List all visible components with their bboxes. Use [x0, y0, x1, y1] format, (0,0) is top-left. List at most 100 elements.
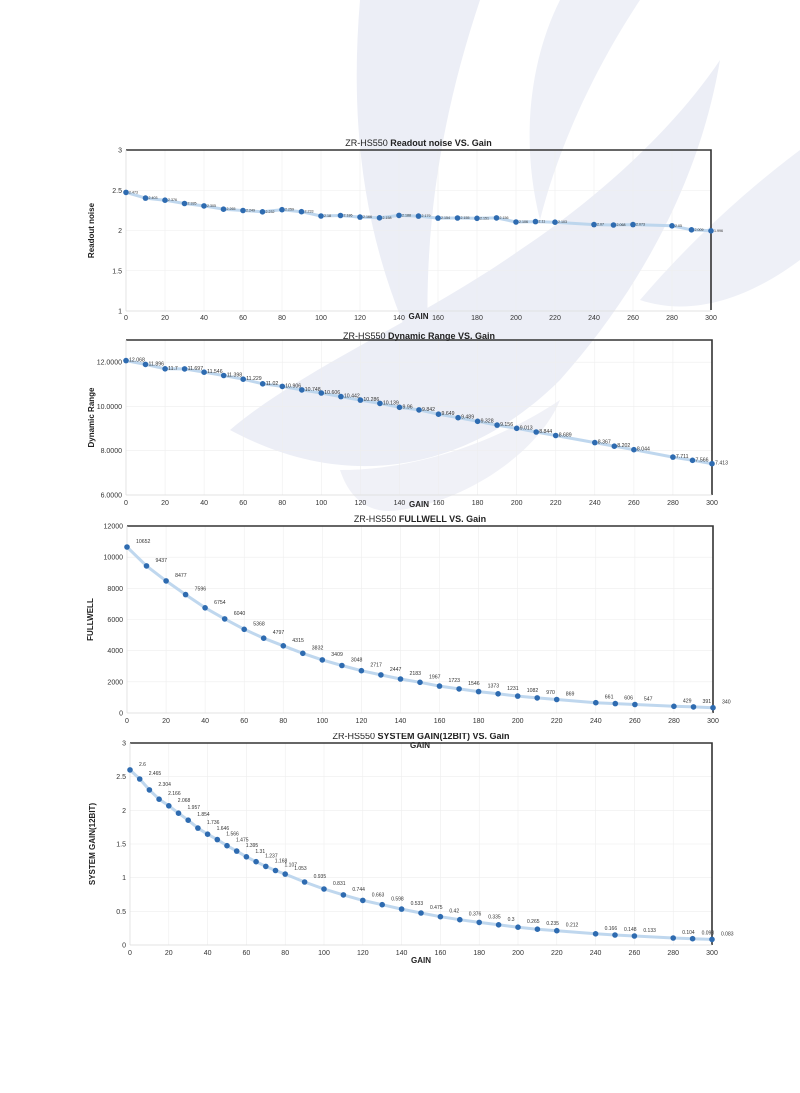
data-label: 6040: [234, 611, 246, 617]
x-tick-label: 100: [315, 315, 327, 322]
data-label: 0.148: [624, 927, 637, 933]
x-tick-label: 20: [165, 950, 173, 957]
y-tick-label: 10.0000: [97, 404, 122, 411]
x-tick-label: 120: [356, 718, 368, 725]
x-tick-label: 20: [161, 500, 169, 507]
data-label: 9.328: [481, 418, 494, 424]
x-axis-label: GAIN: [411, 956, 431, 965]
data-point: [260, 635, 267, 641]
data-label: 10.286: [363, 397, 379, 403]
chart-title-model: ZR-HS550: [354, 514, 399, 524]
data-label: 2.335: [188, 202, 197, 206]
data-point: [357, 214, 363, 220]
x-axis-label: GAIN: [409, 312, 429, 321]
data-point: [690, 704, 697, 710]
data-point: [610, 222, 617, 228]
data-label: 0.376: [469, 912, 482, 918]
data-point: [163, 578, 169, 584]
data-label: 2.304: [158, 782, 171, 788]
x-tick-label: 300: [705, 315, 717, 322]
data-label: 1.475: [236, 838, 249, 844]
data-label: 0.744: [352, 887, 365, 893]
data-label: 6754: [214, 600, 226, 606]
x-tick-label: 220: [551, 950, 563, 957]
y-tick-label: 4000: [107, 648, 123, 655]
dynamic-range-chart: ZR-HS550 Dynamic Range VS. Gain 6.0000 8.0…: [87, 331, 728, 509]
data-point: [337, 212, 344, 219]
data-label: 1.053: [294, 866, 307, 872]
data-label: 2.305: [207, 204, 216, 208]
y-tick-label: 12.0000: [97, 360, 122, 367]
data-label: 1.566: [226, 832, 239, 838]
x-tick-label: 160: [434, 718, 446, 725]
y-tick-label: 8000: [107, 586, 123, 593]
data-label: 2.151: [480, 216, 489, 220]
data-label: 11.398: [227, 373, 243, 379]
y-tick-label: 3: [122, 741, 126, 748]
data-label: 2.073: [636, 223, 645, 227]
data-point: [612, 700, 619, 707]
data-point: [123, 189, 129, 196]
data-label: 11.02: [266, 381, 279, 387]
data-label: 2.07: [597, 223, 604, 227]
data-point: [418, 910, 424, 916]
y-tick-label: 2000: [107, 679, 123, 686]
data-label: 0.166: [605, 926, 618, 932]
y-tick-label: 2: [118, 228, 122, 235]
data-point: [709, 460, 715, 467]
data-point: [709, 936, 715, 943]
y-axis-label: FULLWELL: [86, 598, 95, 641]
watermark-logo-shape: [340, 400, 560, 511]
data-label: 2.376: [168, 198, 177, 202]
data-point: [376, 215, 383, 221]
chart-title-text: Readout noise VS. Gain: [390, 138, 492, 148]
data-label: 11.7: [168, 366, 178, 372]
data-point: [358, 667, 365, 674]
data-label: 1373: [488, 684, 500, 690]
x-tick-label: 100: [315, 500, 327, 507]
x-tick-label: 80: [278, 315, 286, 322]
data-point: [493, 215, 500, 221]
data-label: 0.235: [546, 921, 559, 927]
data-label: 7.566: [696, 457, 709, 463]
data-label: 2.155: [461, 216, 470, 220]
data-point: [495, 691, 501, 697]
data-point: [279, 383, 286, 390]
data-point: [671, 703, 677, 710]
data-point: [592, 439, 598, 446]
data-point: [379, 901, 386, 908]
data-label: 1723: [449, 678, 461, 684]
readout-noise-chart: ZR-HS550 Readout noise VS. Gain 1 1.5 2 2.5 3…: [87, 138, 723, 322]
data-point: [321, 886, 327, 892]
data-label: 0.133: [643, 928, 656, 934]
data-point: [417, 679, 423, 686]
data-label: 0.104: [682, 930, 695, 936]
data-point: [534, 695, 540, 701]
data-label: 0.663: [372, 892, 385, 898]
x-tick-label: 200: [510, 315, 522, 322]
data-label: 2.068: [178, 798, 191, 804]
data-point: [259, 209, 266, 215]
x-axis-label: GAIN: [410, 741, 430, 750]
x-tick-label: 40: [204, 950, 212, 957]
data-point: [146, 787, 153, 793]
data-point: [280, 643, 287, 649]
data-label: 1.736: [207, 820, 220, 826]
data-point: [396, 212, 402, 219]
y-tick-label: 2.5: [112, 188, 122, 195]
data-point: [233, 848, 240, 854]
data-label: 2.009: [695, 228, 704, 232]
y-tick-label: 12000: [104, 524, 124, 531]
data-label: 0.533: [411, 901, 424, 907]
data-label: 0.42: [449, 909, 459, 915]
data-label: 2.465: [149, 771, 162, 777]
x-tick-label: 240: [589, 500, 601, 507]
data-point: [220, 372, 227, 379]
data-point: [632, 701, 638, 708]
data-point: [454, 215, 461, 221]
data-point: [708, 228, 714, 234]
x-tick-label: 80: [278, 500, 286, 507]
x-tick-label: 120: [355, 500, 367, 507]
data-point: [631, 933, 638, 939]
data-point: [611, 443, 618, 449]
